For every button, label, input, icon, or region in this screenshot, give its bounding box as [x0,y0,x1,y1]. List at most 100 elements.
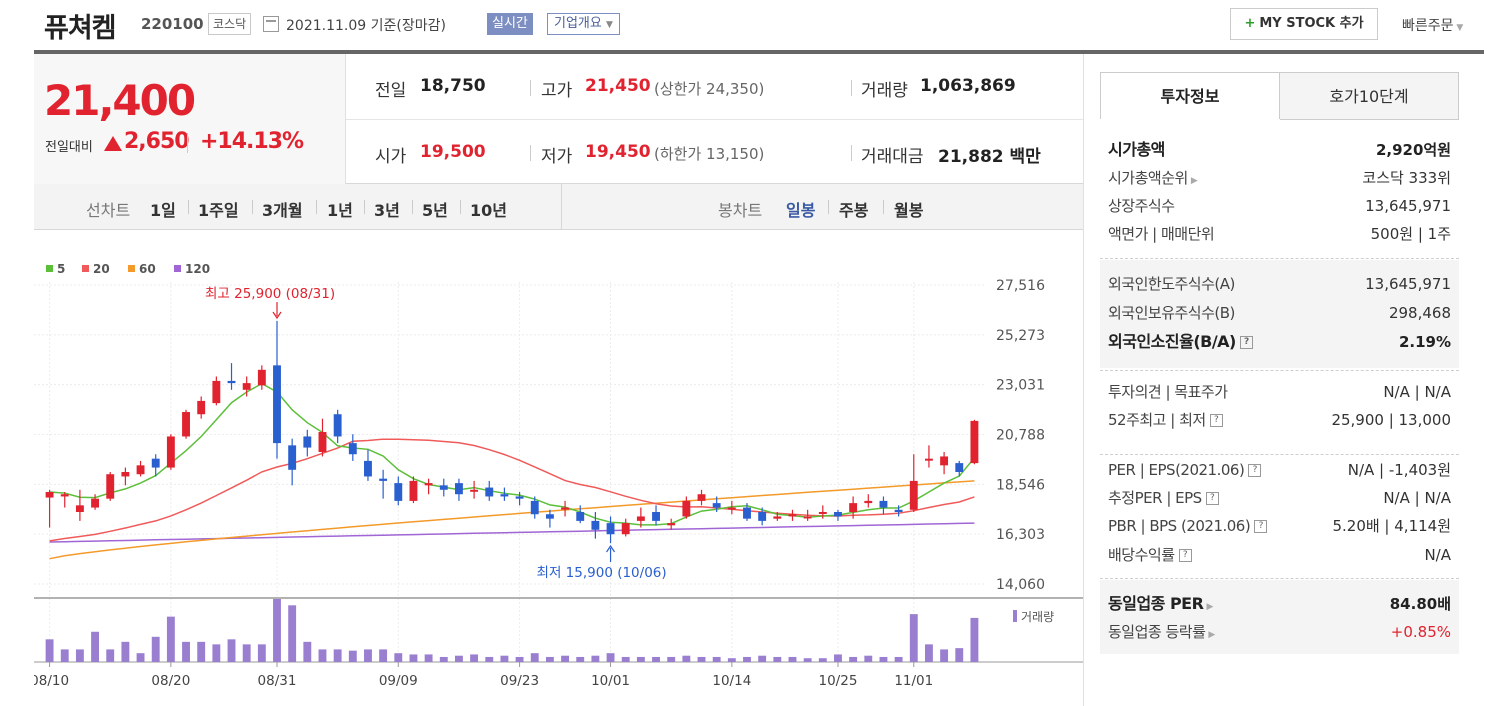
info-key-text: 외국인소진율(B/A) [1108,332,1236,351]
ma5-line [49,382,975,526]
volume-bar [75,649,84,662]
legend-swatch [46,265,53,272]
info-value: 코스닥 333위 [1362,169,1451,187]
info-row[interactable]: 동일업종 등락률 ▶ +0.85% [1108,618,1451,646]
period-5y[interactable]: 5년 [422,201,448,220]
info-row: 투자의견 | 목표주가 N/A | N/A [1108,378,1451,406]
period-3y[interactable]: 3년 [374,201,400,220]
help-icon[interactable]: ? [1178,549,1192,562]
high-label: 고가 [541,81,573,101]
candle-body [909,480,918,510]
period-1y[interactable]: 1년 [327,201,353,220]
period-1w[interactable]: 1주일 [198,201,239,220]
candle-body [879,500,888,508]
info-key: 동일업종 등락률 ▶ [1108,618,1215,649]
candle-body [227,380,236,384]
group-divider [1100,578,1459,579]
separator [364,200,365,214]
candle-monthly[interactable]: 월봉 [894,201,924,220]
tab-invest-info[interactable]: 투자정보 [1100,72,1280,120]
candle-body [364,460,372,477]
volume-bar [879,656,888,662]
info-key: 동일업종 PER ▶ [1108,590,1213,621]
info-key: 외국인소진율(B/A)? [1108,328,1253,356]
x-tick-label: 11/01 [894,673,933,689]
candle-body [136,465,145,475]
candle-body [394,483,403,501]
volume-bar [894,656,903,662]
volume-bar [606,653,615,662]
realtime-button[interactable]: 실시간 [487,13,533,35]
my-stock-add-button[interactable]: + MY STOCK 추가 [1230,8,1378,40]
tab-quote-10[interactable]: 호가10단계 [1279,72,1459,120]
candle-body [803,516,812,519]
info-key: 시가총액순위 ▶ [1108,164,1198,195]
separator [883,200,884,214]
info-row: 상장주식수 13,645,971 [1108,192,1451,220]
info-key-text: 동일업종 등락률 [1108,623,1206,641]
info-row[interactable]: 시가총액순위 ▶ 코스닥 333위 [1108,164,1451,192]
candle-daily[interactable]: 일봉 [786,201,816,220]
volume-bar [636,656,645,662]
candle-body [303,436,312,448]
separator [851,145,852,161]
candle-body [242,383,251,390]
help-icon[interactable]: ? [1239,336,1253,349]
help-icon[interactable]: ? [1205,492,1219,505]
annotation-high: 최고 25,900 (08/31) [205,286,335,302]
volume-bar [60,649,69,662]
volume-bar [909,614,918,662]
candle-body [697,494,706,501]
volume-bar [273,599,281,662]
period-3m[interactable]: 3개월 [262,201,303,220]
volume-bar [955,648,964,662]
candle-body [75,505,84,513]
volume-bar [530,653,539,662]
x-tick-label: 08/20 [151,673,190,689]
price-panel [34,54,1084,184]
candle-body [470,489,479,492]
invest-group-opinion: 투자의견 | 목표주가 N/A | N/A 52주최고 | 최저? 25,900 |… [1100,372,1459,452]
period-1d[interactable]: 1일 [150,201,176,220]
volume-bar [409,654,418,662]
volume-bar [303,641,312,662]
company-info-dropdown[interactable]: 기업개요 ▼ [547,13,620,35]
volume-bar [45,639,54,662]
candle-weekly[interactable]: 주봉 [839,201,869,220]
y-tick-label: 23,031 [996,378,1045,394]
chevron-right-icon: ▶ [1206,602,1213,612]
current-price: 21,400 [44,76,196,125]
info-value: N/A | N/A [1383,489,1451,507]
period-10y[interactable]: 10년 [470,201,507,220]
invest-group-marketcap: 시가총액 2,920억원 시가총액순위 ▶ 코스닥 333위 상장주식수 13,645,… [1100,134,1459,254]
candle-body [424,483,433,486]
separator [412,200,413,214]
candle-body [515,496,524,499]
candle-body [333,414,342,437]
info-key: 추정PER | EPS? [1108,484,1219,512]
legend-label: 120 [185,262,210,276]
period-bar [34,184,1084,230]
legend-label: 20 [93,262,110,276]
info-key: 외국인보유주식수(B) [1108,304,1235,322]
volume-bar [257,644,266,662]
quick-order-dropdown[interactable]: 빠른주문 ▼ [1402,15,1463,35]
stock-name: 퓨쳐켐 [44,13,117,44]
group-divider [1100,258,1459,259]
price-chart[interactable]: 27,516 25,273 23,031 20,788 18,546 16,303 14,0… [34,232,1084,706]
candle-body [439,485,448,490]
help-icon[interactable]: ? [1209,414,1223,427]
candle-body [606,523,615,535]
candle-body [758,512,767,521]
help-icon[interactable]: ? [1248,464,1262,477]
x-tick-label: 10/14 [712,673,751,689]
candle-body [182,412,190,437]
volume-bar [712,656,721,662]
y-tick-label: 20,788 [996,428,1045,444]
market-badge: 코스닥 [208,13,252,35]
help-icon[interactable]: ? [1254,520,1268,533]
volume-bar [591,655,600,662]
info-row[interactable]: 동일업종 PER ▶ 84.80배 [1108,590,1451,618]
candle-body [500,494,509,497]
header-divider [34,50,1484,54]
